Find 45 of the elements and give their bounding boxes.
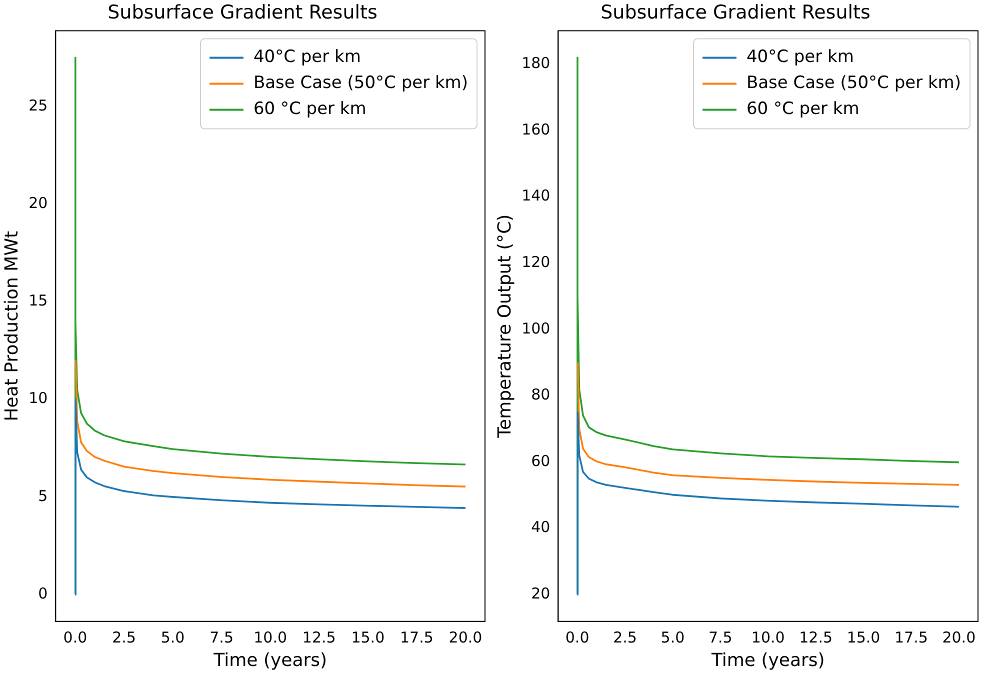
y-tick-label: 25 <box>28 96 48 114</box>
y-tick-label: 160 <box>522 120 550 138</box>
legend-label: 40°C per km <box>253 47 361 68</box>
chart-title: Subsurface Gradient Results <box>108 1 378 24</box>
y-tick-label: 20 <box>28 194 48 212</box>
legend-label: 40°C per km <box>746 47 854 68</box>
legend-label: 60 °C per km <box>253 99 366 120</box>
y-tick-label: 15 <box>28 292 48 310</box>
legend-label: 60 °C per km <box>746 99 860 120</box>
chart-title: Subsurface Gradient Results <box>600 1 870 24</box>
x-tick-label: 7.5 <box>210 628 234 646</box>
x-tick-label: 2.5 <box>112 628 136 646</box>
x-tick-label: 0.0 <box>565 628 590 646</box>
x-tick-label: 20.0 <box>448 628 482 646</box>
x-tick-label: 17.5 <box>400 628 434 646</box>
x-axis-title: Time (years) <box>710 650 825 671</box>
y-tick-label: 120 <box>522 253 550 272</box>
y-tick-label: 100 <box>522 319 550 338</box>
x-tick-label: 15.0 <box>351 628 385 646</box>
y-tick-label: 20 <box>531 584 550 602</box>
x-tick-label: 5.0 <box>660 628 685 646</box>
y-axis-title: Heat Production MWt <box>1 230 22 422</box>
x-axis-title: Time (years) <box>212 650 328 671</box>
x-tick-label: 12.5 <box>302 628 336 646</box>
legend-label: Base Case (50°C per km) <box>746 73 962 94</box>
x-tick-label: 7.5 <box>708 628 732 646</box>
y-tick-label: 60 <box>531 452 550 470</box>
x-tick-label: 12.5 <box>799 628 833 646</box>
x-tick-label: 15.0 <box>846 628 880 646</box>
x-tick-label: 0.0 <box>63 628 88 646</box>
x-tick-label: 10.0 <box>751 628 785 646</box>
y-tick-label: 5 <box>38 486 48 505</box>
y-tick-label: 40 <box>531 518 550 536</box>
y-tick-label: 180 <box>522 54 550 72</box>
legend-label: Base Case (50°C per km) <box>253 73 468 94</box>
x-tick-label: 20.0 <box>942 628 976 646</box>
y-tick-label: 80 <box>531 386 550 404</box>
x-tick-label: 2.5 <box>613 628 637 646</box>
x-tick-label: 10.0 <box>254 628 288 646</box>
y-tick-label: 10 <box>28 389 48 408</box>
y-tick-label: 0 <box>38 584 48 602</box>
y-tick-label: 140 <box>522 186 550 205</box>
y-axis-title: Temperature Output (°C) <box>494 214 516 439</box>
x-tick-label: 17.5 <box>894 628 928 646</box>
x-tick-label: 5.0 <box>160 628 185 646</box>
